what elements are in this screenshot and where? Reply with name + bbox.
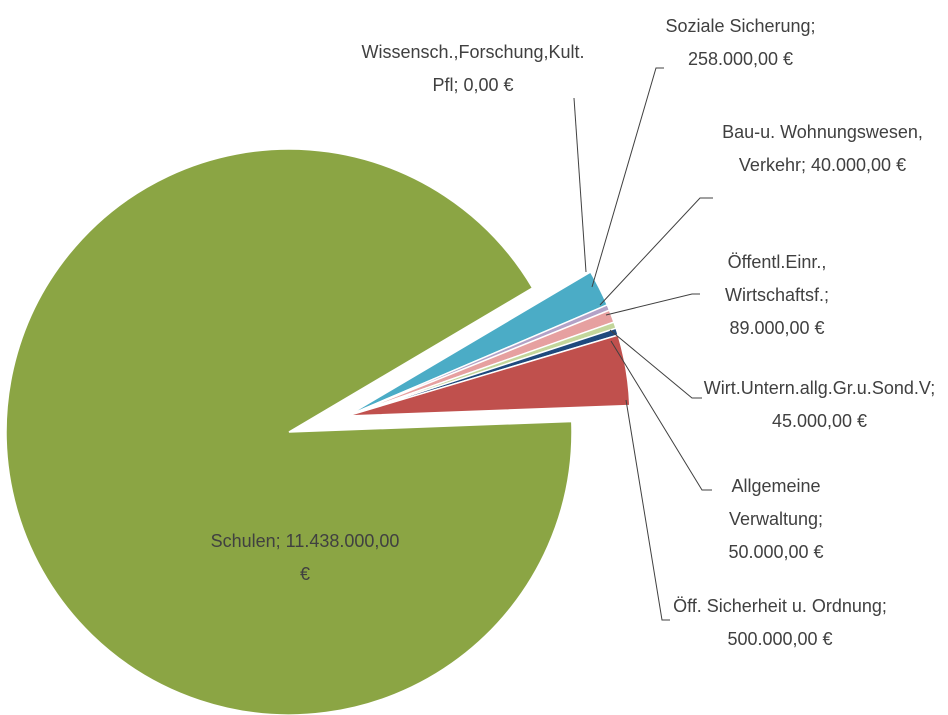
leader-line bbox=[625, 399, 670, 621]
data-label: Allgemeine Verwaltung; 50.000,00 € bbox=[702, 470, 850, 569]
pie-slice bbox=[346, 334, 631, 417]
label-separator: ; bbox=[818, 509, 824, 529]
data-label: Bau-u. Wohnungswesen, Verkehr; 40.000,00… bbox=[700, 116, 945, 182]
label-separator: ; bbox=[453, 75, 464, 95]
pie-slice bbox=[5, 148, 573, 715]
label-separator: ; bbox=[881, 596, 887, 616]
label-category: Schulen bbox=[210, 531, 276, 551]
label-value: 258.000,00 € bbox=[687, 49, 794, 69]
label-separator: ; bbox=[800, 155, 811, 175]
leader-line bbox=[573, 97, 587, 273]
label-category: Öffentl.Einr., Wirtschaftsf. bbox=[724, 252, 827, 305]
label-category: Allgemeine Verwaltung bbox=[728, 476, 821, 529]
label-value: 11.438.000,00 € bbox=[285, 531, 400, 584]
data-label: Öffentl.Einr., Wirtschaftsf.; 89.000,00 … bbox=[692, 246, 862, 345]
data-label: Wirt.Untern.allg.Gr.u.Sond.V; 45.000,00 … bbox=[697, 372, 942, 438]
label-value: 500.000,00 € bbox=[727, 629, 833, 649]
label-separator: ; bbox=[824, 285, 830, 305]
label-category: Bau-u. Wohnungswesen, Verkehr bbox=[722, 122, 923, 175]
leader-line bbox=[591, 67, 664, 288]
label-category: Wirt.Untern.allg.Gr.u.Sond.V bbox=[703, 378, 931, 398]
label-category: Öff. Sicherheit u. Ordnung bbox=[673, 596, 882, 616]
label-value: 40.000,00 € bbox=[810, 155, 907, 175]
leader-line bbox=[609, 329, 702, 399]
label-category: Wissensch.,Forschung,Kult.Pfl bbox=[361, 42, 585, 95]
label-separator: ; bbox=[930, 378, 936, 398]
label-value: 45.000,00 € bbox=[771, 411, 868, 431]
label-value: 50.000,00 € bbox=[728, 542, 824, 562]
label-category: Soziale Sicherung bbox=[665, 16, 811, 36]
leader-line bbox=[599, 197, 713, 306]
data-label: Soziale Sicherung; 258.000,00 € bbox=[628, 10, 853, 76]
data-label: Wissensch.,Forschung,Kult.Pfl; 0,00 € bbox=[358, 36, 588, 102]
label-value: 89.000,00 € bbox=[729, 318, 825, 338]
label-separator: ; bbox=[810, 16, 816, 36]
label-separator: ; bbox=[275, 531, 286, 551]
leader-line bbox=[605, 293, 700, 316]
data-label: Schulen; 11.438.000,00 € bbox=[205, 525, 405, 591]
leader-line bbox=[610, 340, 712, 491]
data-label: Öff. Sicherheit u. Ordnung; 500.000,00 € bbox=[652, 590, 908, 656]
label-value: 0,00 € bbox=[463, 75, 514, 95]
